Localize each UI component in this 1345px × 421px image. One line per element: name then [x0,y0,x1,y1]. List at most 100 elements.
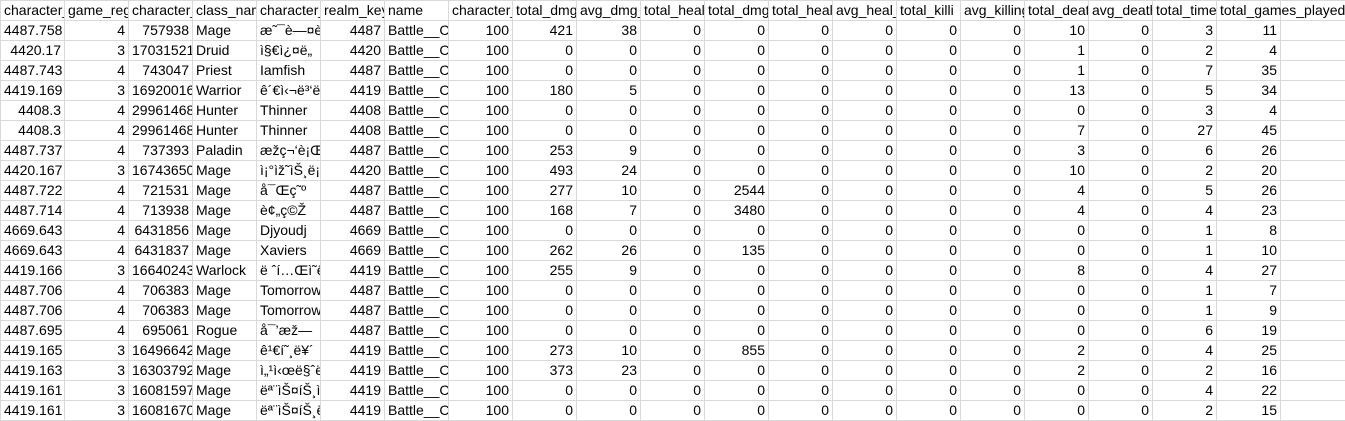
cell[interactable]: 0 [1024,320,1089,341]
cell[interactable]: Battle__Co [384,60,449,81]
header-cell[interactable]: character_ [0,0,65,21]
cell[interactable]: 0 [832,280,897,301]
cell[interactable]: ëª¨ìŠ¤íŠ¸ì„ [256,380,321,401]
cell[interactable]: 0 [768,140,833,161]
cell[interactable]: 0 [576,220,641,241]
cell[interactable] [1280,160,1345,181]
cell[interactable]: 0 [832,380,897,401]
cell[interactable]: 0 [1088,200,1153,221]
header-cell[interactable]: total_games_played [1216,0,1345,21]
cell[interactable]: 0 [832,220,897,241]
cell[interactable] [1280,140,1345,161]
cell[interactable]: 0 [896,180,961,201]
cell[interactable]: 23 [576,360,641,381]
header-cell[interactable]: total_dmg [512,0,577,21]
cell[interactable]: 1 [1024,60,1089,81]
cell[interactable]: 0 [832,160,897,181]
cell[interactable]: 0 [640,300,705,321]
cell[interactable]: 0 [960,60,1025,81]
cell[interactable]: 0 [704,400,769,421]
cell[interactable]: 0 [640,20,705,41]
cell[interactable]: 6 [1152,140,1217,161]
cell[interactable]: 4 [64,120,129,141]
cell[interactable]: 16496642 [128,340,193,361]
cell[interactable]: 0 [960,320,1025,341]
cell[interactable] [1280,100,1345,121]
cell[interactable]: Mage [192,380,257,401]
cell[interactable]: 16640243 [128,260,193,281]
cell[interactable]: 100 [448,300,513,321]
cell[interactable]: 4 [1152,260,1217,281]
cell[interactable]: ë ˆí…Œì˜ê [256,260,321,281]
cell[interactable]: 721531 [128,180,193,201]
cell[interactable] [1280,300,1345,321]
cell[interactable]: 0 [768,400,833,421]
cell[interactable]: 0 [704,60,769,81]
cell[interactable]: 0 [1088,100,1153,121]
cell[interactable] [1280,40,1345,61]
cell[interactable]: 0 [768,80,833,101]
cell[interactable]: Mage [192,340,257,361]
cell[interactable]: 0 [768,240,833,261]
cell[interactable]: 0 [640,240,705,261]
cell[interactable]: 26 [576,240,641,261]
cell[interactable]: 0 [768,360,833,381]
cell[interactable]: 6 [1152,320,1217,341]
cell[interactable]: 4419.161 [0,380,65,401]
cell[interactable]: 1 [1152,220,1217,241]
cell[interactable]: 22 [1216,380,1281,401]
cell[interactable]: 0 [576,320,641,341]
header-cell[interactable]: avg_heal_ [832,0,897,21]
cell[interactable]: 0 [896,100,961,121]
cell[interactable]: 0 [704,80,769,101]
cell[interactable]: Battle__Co [384,40,449,61]
cell[interactable]: 0 [512,120,577,141]
cell[interactable]: 0 [1088,220,1153,241]
cell[interactable]: 0 [640,380,705,401]
cell[interactable]: 0 [1088,320,1153,341]
cell[interactable]: 4408.3 [0,120,65,141]
cell[interactable]: 4419.169 [0,80,65,101]
cell[interactable]: Battle__Co [384,360,449,381]
cell[interactable]: 0 [704,280,769,301]
cell[interactable]: 100 [448,180,513,201]
cell[interactable]: 0 [896,360,961,381]
cell[interactable]: 4487.722 [0,180,65,201]
cell[interactable]: 0 [832,140,897,161]
cell[interactable]: 695061 [128,320,193,341]
cell[interactable]: 0 [768,260,833,281]
cell[interactable]: 25 [1216,340,1281,361]
cell[interactable]: Battle__Co [384,320,449,341]
cell[interactable]: 4487 [320,300,385,321]
cell[interactable]: 273 [512,340,577,361]
cell[interactable]: Mage [192,280,257,301]
cell[interactable]: 0 [704,20,769,41]
cell[interactable] [1280,200,1345,221]
cell[interactable]: 0 [960,200,1025,221]
cell[interactable]: Battle__Co [384,80,449,101]
cell[interactable]: 0 [832,200,897,221]
cell[interactable]: 4419 [320,400,385,421]
cell[interactable]: 4 [64,280,129,301]
cell[interactable]: 0 [768,340,833,361]
cell[interactable]: 6431837 [128,240,193,261]
cell[interactable]: 0 [832,320,897,341]
cell[interactable]: Battle__Co [384,100,449,121]
cell[interactable]: 0 [704,260,769,281]
cell[interactable]: 0 [832,400,897,421]
cell[interactable]: 16081670 [128,400,193,421]
cell[interactable]: Priest [192,60,257,81]
cell[interactable]: 4419 [320,360,385,381]
cell[interactable]: 100 [448,40,513,61]
cell[interactable]: 0 [1088,180,1153,201]
cell[interactable]: 100 [448,220,513,241]
cell[interactable]: å¯Œç˜º [256,180,321,201]
cell[interactable]: 3 [1152,20,1217,41]
cell[interactable]: 0 [640,340,705,361]
cell[interactable]: 0 [640,260,705,281]
cell[interactable]: 10 [1024,160,1089,181]
cell[interactable]: 10 [576,180,641,201]
cell[interactable]: Battle__Co [384,120,449,141]
cell[interactable]: 0 [896,20,961,41]
cell[interactable]: 0 [704,220,769,241]
